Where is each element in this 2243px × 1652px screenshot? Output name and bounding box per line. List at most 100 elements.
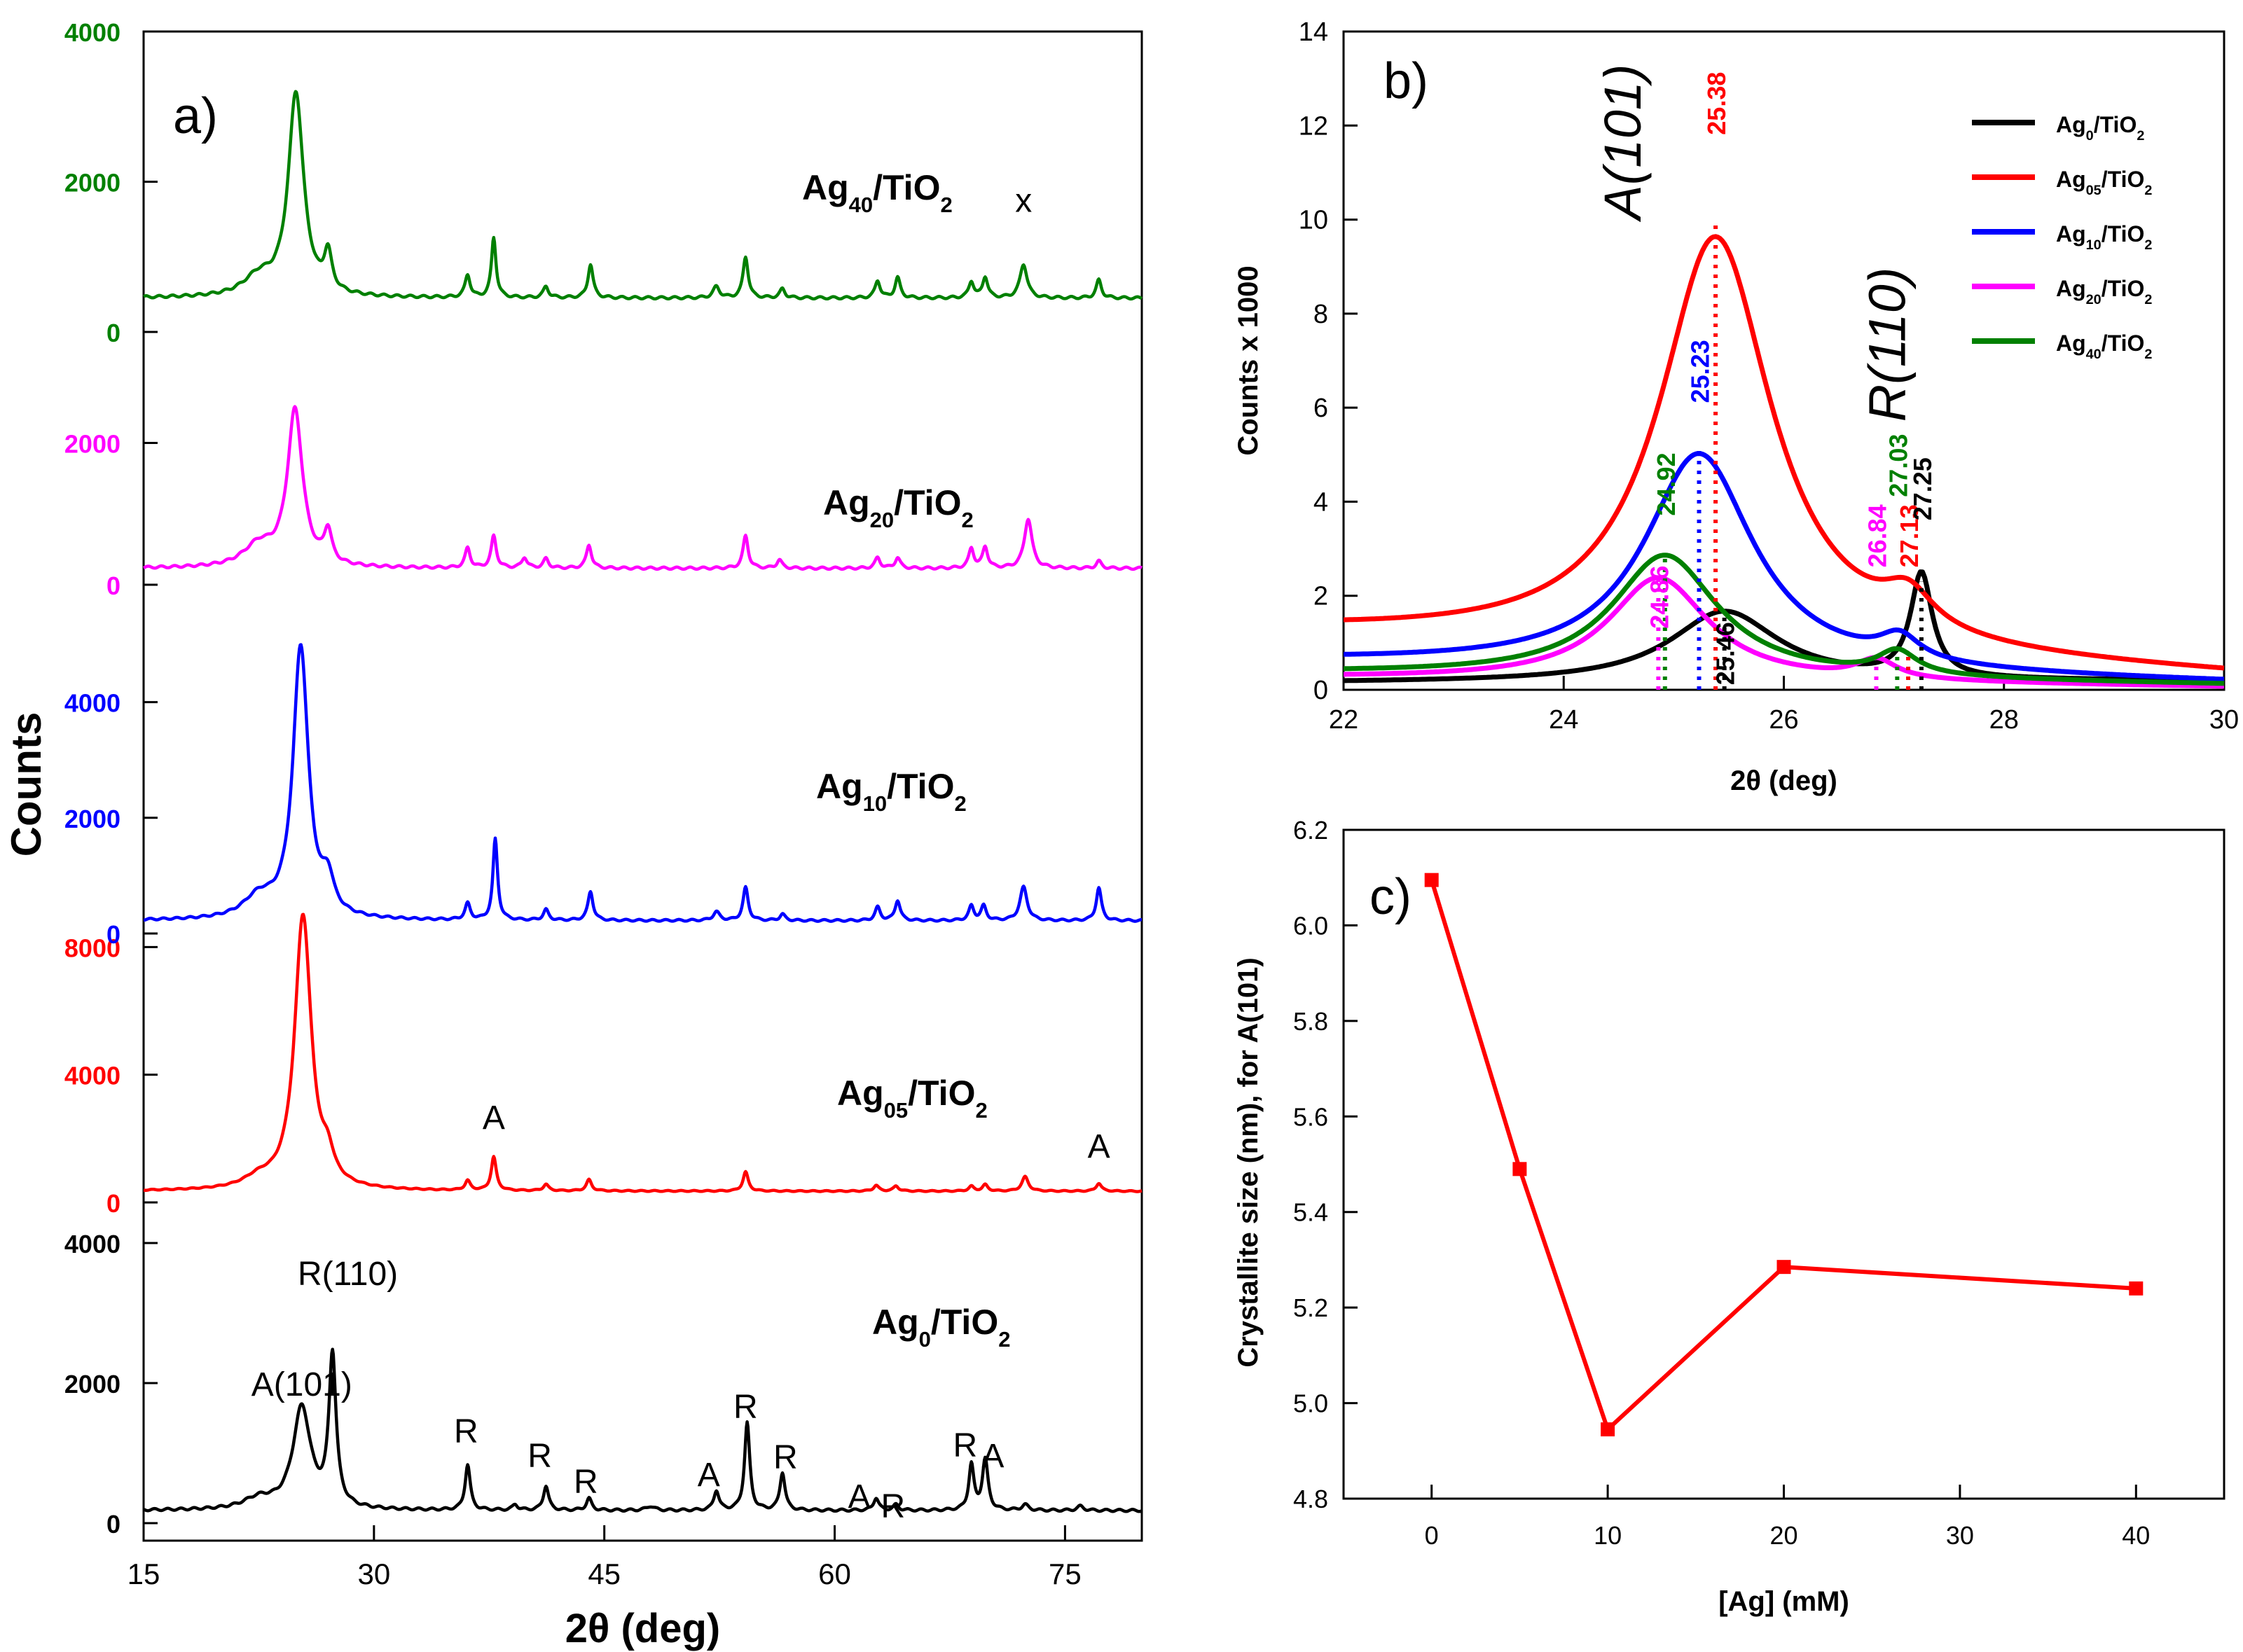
series-line-ag20-tio2 (1343, 575, 2225, 689)
y-tick-label: 5.6 (1293, 1102, 1328, 1131)
series-label: Ag20/TiO2 (823, 483, 974, 532)
y-tick-label: 4.8 (1293, 1485, 1328, 1513)
y-tick-label: 2 (1313, 582, 1328, 611)
peak-value-label: 26.84 (1863, 504, 1891, 567)
x-tick-label: 10 (1594, 1521, 1622, 1550)
y-tick-label: 6.0 (1293, 911, 1328, 940)
series-line-ag10-tio2 (142, 643, 1143, 923)
peak-annotation: A (848, 1478, 871, 1515)
x-tick-label: 22 (1329, 705, 1358, 735)
peak-annotation: R (773, 1439, 798, 1476)
y-tick-label: 4 (1313, 487, 1328, 517)
peak-annotation: R (527, 1438, 552, 1475)
peak-annotation: R (733, 1389, 758, 1426)
y-tick-label: 0 (106, 920, 120, 949)
peak-annotation: A (483, 1099, 505, 1137)
x-tick-label: 30 (357, 1557, 390, 1590)
panel-a-xrd-stack: a) 15 30 45 60 75 2θ (deg) Counts 0 2000 4000 Ag0/T… (3, 18, 1143, 1651)
peak-annotation: A (981, 1438, 1004, 1475)
peak-value-label: 27.03 (1884, 434, 1912, 497)
y-tick-label: 4000 (64, 1230, 120, 1258)
y-tick-label: 5.0 (1293, 1389, 1328, 1418)
x-axis-label: [Ag] (mM) (1718, 1586, 1849, 1617)
y-tick-label: 4000 (64, 689, 120, 718)
peak-annotation: A (1088, 1128, 1110, 1165)
series-label: Ag0/TiO2 (872, 1303, 1010, 1352)
data-point (1424, 873, 1439, 887)
y-tick-label: 5.2 (1293, 1293, 1328, 1322)
peak-annotation: R (953, 1427, 978, 1464)
peak-value-label: 25.38 (1702, 72, 1731, 135)
legend-label: Ag0/TiO2 (2056, 112, 2144, 144)
x-tick-label: 15 (127, 1557, 160, 1590)
x-tick-label: 24 (1549, 705, 1578, 735)
x-tick-label: 40 (2122, 1521, 2150, 1550)
x-tick-label: 30 (2209, 705, 2239, 735)
y-axis-label: Counts x 1000 (1233, 265, 1264, 455)
series-line-ag20-tio2 (142, 405, 1143, 571)
y-tick-label: 5.8 (1293, 1007, 1328, 1036)
series-line-ag0-tio2 (142, 1347, 1143, 1513)
series-line-ag10-tio2 (1343, 451, 2225, 682)
x-axis-label: 2θ (deg) (1730, 765, 1837, 796)
panel-label: c) (1369, 869, 1412, 925)
y-tick-label: 0 (1313, 676, 1328, 705)
legend-label: Ag40/TiO2 (2056, 331, 2152, 362)
x-tick-label: 75 (1049, 1557, 1082, 1590)
plot-frame (142, 30, 1143, 1542)
y-axis-label: Counts (3, 712, 50, 857)
peak-annotation: x (1015, 182, 1032, 219)
legend-label: Ag05/TiO2 (2056, 167, 2152, 198)
x-tick-label: 45 (588, 1557, 621, 1590)
data-point (2129, 1281, 2144, 1296)
peak-value-label: 27.25 (1908, 457, 1937, 520)
series-label: Ag40/TiO2 (802, 168, 953, 217)
y-tick-label: 8 (1313, 300, 1328, 329)
series-line-ag40-tio2 (1343, 553, 2225, 686)
series-line-ag40-tio2 (142, 90, 1143, 301)
y-tick-label: 14 (1299, 18, 1328, 47)
y-tick-label: 0 (106, 1189, 120, 1218)
y-axis-label: Crystallite size (nm), for A(101) (1233, 957, 1264, 1367)
y-tick-label: 12 (1299, 111, 1328, 141)
y-tick-label: 5.4 (1293, 1198, 1328, 1227)
series-line-ag05-tio2 (1343, 234, 2225, 671)
x-tick-label: 20 (1769, 1521, 1797, 1550)
peak-value-label: 25.23 (1686, 340, 1715, 403)
x-tick-label: 0 (1425, 1521, 1439, 1550)
y-tick-label: 0 (106, 319, 120, 347)
data-point (1776, 1260, 1791, 1275)
data-point (1601, 1422, 1615, 1437)
panel-label: a) (173, 88, 218, 144)
x-tick-label: 30 (1946, 1521, 1974, 1550)
y-tick-label: 2000 (64, 430, 120, 459)
y-tick-label: 2000 (64, 1370, 120, 1398)
x-axis-label: 2θ (deg) (565, 1606, 720, 1651)
data-point (1512, 1162, 1527, 1176)
series-label: Ag05/TiO2 (837, 1074, 988, 1123)
peak-annotation: R (454, 1413, 478, 1450)
phase-annotation: A(101) (1594, 64, 1652, 222)
y-tick-label: 2000 (64, 169, 120, 197)
y-tick-label: 8000 (64, 933, 120, 962)
y-tick-label: 6 (1313, 394, 1328, 423)
peak-annotation: A (698, 1457, 720, 1494)
peak-value-label: 25.46 (1711, 622, 1740, 685)
peak-annotation: R (881, 1488, 906, 1525)
panel-label: b) (1383, 53, 1428, 109)
size-line (1429, 879, 2137, 1434)
x-tick-label: 28 (1989, 705, 2019, 735)
phase-annotation: R(110) (1858, 268, 1916, 422)
y-tick-label: 0 (106, 571, 120, 600)
y-tick-label: 6.2 (1293, 816, 1328, 845)
plot-frame (1342, 828, 2225, 1500)
legend-label: Ag10/TiO2 (2056, 221, 2152, 253)
peak-annotation: A(101) (251, 1366, 352, 1403)
x-tick-label: 60 (818, 1557, 851, 1590)
y-tick-label: 0 (106, 1510, 120, 1539)
peak-annotation: R (574, 1464, 598, 1501)
peak-value-label: 24.92 (1652, 452, 1680, 515)
legend-label: Ag20/TiO2 (2056, 276, 2152, 307)
